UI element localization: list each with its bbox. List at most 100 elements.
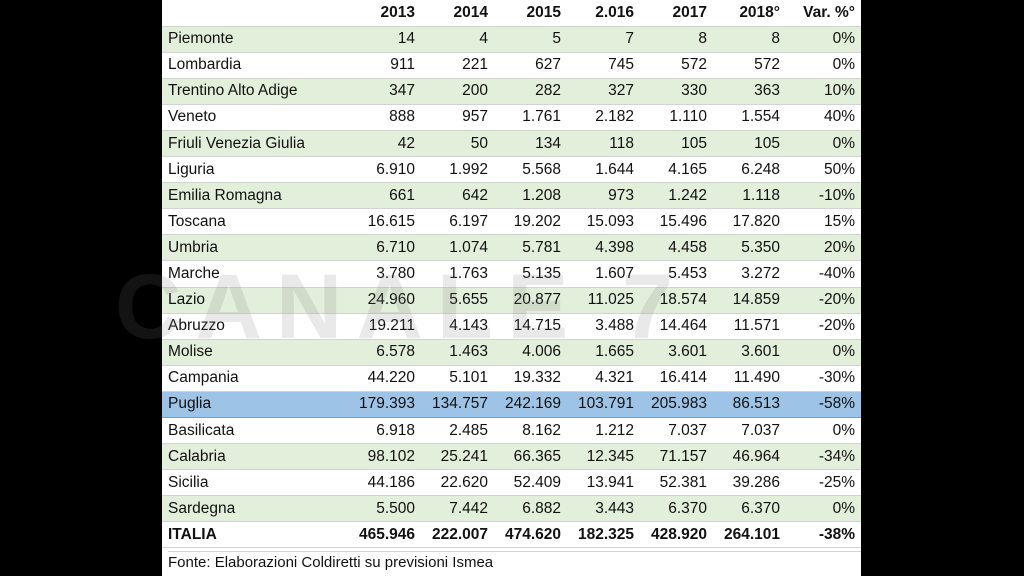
value-cell: 16.615 bbox=[348, 208, 421, 236]
value-cell: 572 bbox=[713, 52, 786, 79]
table-panel: 2013 2014 2015 2.016 2017 2018° Var. %° … bbox=[162, 0, 861, 576]
table-row: Sicilia 44.186 22.620 52.409 13.941 52.381 39.… bbox=[162, 469, 861, 497]
value-cell: 52.381 bbox=[640, 469, 713, 497]
region-cell: Friuli Venezia Giulia bbox=[162, 130, 348, 158]
header-cell: 2.016 bbox=[567, 0, 640, 27]
header-cell bbox=[162, 0, 348, 27]
value-cell: 182.325 bbox=[567, 521, 640, 549]
value-cell: 14.859 bbox=[713, 287, 786, 314]
value-cell: 42 bbox=[348, 130, 421, 158]
value-cell: 7.442 bbox=[421, 495, 494, 523]
value-cell: 3.601 bbox=[713, 339, 786, 366]
value-cell: 957 bbox=[421, 104, 494, 131]
table-row: Liguria 6.910 1.992 5.568 1.644 4.165 6.248 50% bbox=[162, 156, 861, 184]
region-cell: Molise bbox=[162, 339, 348, 366]
header-row: 2013 2014 2015 2.016 2017 2018° Var. %° bbox=[162, 0, 861, 27]
value-cell: 8.162 bbox=[494, 417, 567, 445]
value-cell: 3.488 bbox=[567, 313, 640, 340]
value-cell: 134 bbox=[494, 130, 567, 158]
header-cell: 2013 bbox=[348, 0, 421, 27]
value-cell: 179.393 bbox=[348, 390, 421, 419]
region-cell: Sicilia bbox=[162, 469, 348, 497]
value-cell: 221 bbox=[421, 52, 494, 79]
variation-cell: -58% bbox=[786, 390, 861, 419]
table-row: Umbria 6.710 1.074 5.781 4.398 4.458 5.350 20% bbox=[162, 234, 861, 262]
value-cell: 52.409 bbox=[494, 469, 567, 497]
value-cell: 19.332 bbox=[494, 365, 567, 392]
value-cell: 1.761 bbox=[494, 104, 567, 131]
value-cell: 50 bbox=[421, 130, 494, 158]
region-cell: ITALIA bbox=[162, 521, 348, 549]
value-cell: 14.715 bbox=[494, 313, 567, 340]
value-cell: 222.007 bbox=[421, 521, 494, 549]
region-cell: Liguria bbox=[162, 156, 348, 184]
value-cell: 973 bbox=[567, 182, 640, 210]
value-cell: 327 bbox=[567, 78, 640, 105]
region-cell: Emilia Romagna bbox=[162, 182, 348, 210]
table-body: Piemonte 14 4 5 7 8 8 0% Lombardia 911 221 627 745 57… bbox=[162, 26, 861, 549]
value-cell: 205.983 bbox=[640, 390, 713, 419]
value-cell: 4.458 bbox=[640, 234, 713, 262]
value-cell: 428.920 bbox=[640, 521, 713, 549]
variation-cell: 20% bbox=[786, 234, 861, 262]
value-cell: 1.212 bbox=[567, 417, 640, 445]
value-cell: 1.763 bbox=[421, 260, 494, 288]
value-cell: 572 bbox=[640, 52, 713, 79]
value-cell: 134.757 bbox=[421, 390, 494, 419]
table-row: Molise 6.578 1.463 4.006 1.665 3.601 3.601 0% bbox=[162, 339, 861, 366]
value-cell: 8 bbox=[713, 26, 786, 53]
value-cell: 474.620 bbox=[494, 521, 567, 549]
value-cell: 6.918 bbox=[348, 417, 421, 445]
table-row: Campania 44.220 5.101 19.332 4.321 16.414 11.4… bbox=[162, 365, 861, 392]
region-cell: Marche bbox=[162, 260, 348, 288]
table-row: Toscana 16.615 6.197 19.202 15.093 15.496 17.8… bbox=[162, 208, 861, 236]
value-cell: 3.443 bbox=[567, 495, 640, 523]
source-note: Fonte: Elaborazioni Coldiretti su previs… bbox=[168, 551, 861, 571]
variation-cell: 50% bbox=[786, 156, 861, 184]
value-cell: 5.568 bbox=[494, 156, 567, 184]
value-cell: 44.220 bbox=[348, 365, 421, 392]
variation-cell: -40% bbox=[786, 260, 861, 288]
region-cell: Lombardia bbox=[162, 52, 348, 79]
value-cell: 1.554 bbox=[713, 104, 786, 131]
value-cell: 4.006 bbox=[494, 339, 567, 366]
value-cell: 19.211 bbox=[348, 313, 421, 340]
value-cell: 98.102 bbox=[348, 443, 421, 471]
value-cell: 6.578 bbox=[348, 339, 421, 366]
value-cell: 6.370 bbox=[640, 495, 713, 523]
value-cell: 14.464 bbox=[640, 313, 713, 340]
value-cell: 1.463 bbox=[421, 339, 494, 366]
value-cell: 6.910 bbox=[348, 156, 421, 184]
table-row: Lombardia 911 221 627 745 572 572 0% bbox=[162, 52, 861, 79]
value-cell: 118 bbox=[567, 130, 640, 158]
region-cell: Calabria bbox=[162, 443, 348, 471]
value-cell: 71.157 bbox=[640, 443, 713, 471]
value-cell: 4 bbox=[421, 26, 494, 53]
value-cell: 363 bbox=[713, 78, 786, 105]
value-cell: 14 bbox=[348, 26, 421, 53]
table-row: Emilia Romagna 661 642 1.208 973 1.242 1.118 -1… bbox=[162, 182, 861, 210]
header-cell: 2017 bbox=[640, 0, 713, 27]
value-cell: 661 bbox=[348, 182, 421, 210]
value-cell: 105 bbox=[713, 130, 786, 158]
variation-cell: 0% bbox=[786, 417, 861, 445]
value-cell: 103.791 bbox=[567, 390, 640, 419]
header-cell: 2018° bbox=[713, 0, 786, 27]
value-cell: 4.321 bbox=[567, 365, 640, 392]
value-cell: 19.202 bbox=[494, 208, 567, 236]
data-table: 2013 2014 2015 2.016 2017 2018° Var. %° … bbox=[162, 0, 861, 549]
value-cell: 3.272 bbox=[713, 260, 786, 288]
variation-cell: 40% bbox=[786, 104, 861, 131]
variation-cell: 10% bbox=[786, 78, 861, 105]
value-cell: 7.037 bbox=[640, 417, 713, 445]
total-row: ITALIA 465.946 222.007 474.620 182.325 428.92… bbox=[162, 521, 861, 549]
value-cell: 4.143 bbox=[421, 313, 494, 340]
value-cell: 8 bbox=[640, 26, 713, 53]
value-cell: 15.496 bbox=[640, 208, 713, 236]
table-row: Friuli Venezia Giulia 42 50 134 118 105 105 0% bbox=[162, 130, 861, 158]
region-cell: Piemonte bbox=[162, 26, 348, 53]
value-cell: 5.135 bbox=[494, 260, 567, 288]
value-cell: 1.208 bbox=[494, 182, 567, 210]
table-row: Piemonte 14 4 5 7 8 8 0% bbox=[162, 26, 861, 53]
value-cell: 15.093 bbox=[567, 208, 640, 236]
